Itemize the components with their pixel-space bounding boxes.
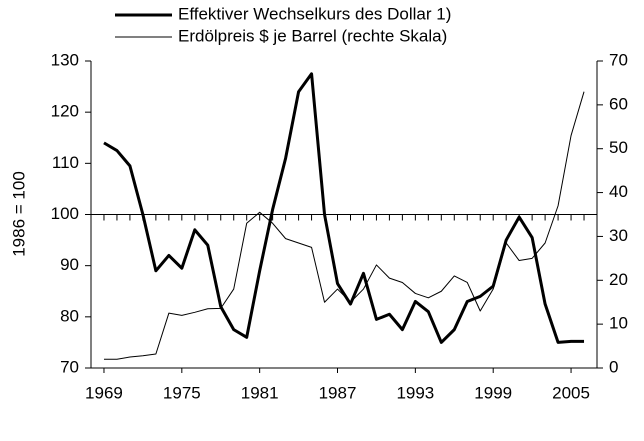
x-tick-label: 1993 [396, 383, 434, 402]
y2-tick-label: 30 [609, 226, 628, 245]
y2-tick-label: 60 [609, 94, 628, 113]
x-tick-label: 1981 [241, 383, 279, 402]
y-tick-label: 90 [60, 255, 79, 274]
y-tick-label: 130 [51, 50, 79, 69]
y-tick-label: 120 [51, 102, 79, 121]
series-line [103, 72, 585, 344]
y2-tick-label: 0 [609, 357, 618, 376]
x-tick-label: 1999 [474, 383, 512, 402]
y2-tick-label: 50 [609, 138, 628, 157]
y2-tick-label: 70 [609, 50, 628, 69]
x-tick-label: 1969 [85, 383, 123, 402]
y-tick-label: 80 [60, 306, 79, 325]
x-tick-label: 2005 [552, 383, 590, 402]
x-tick-label: 1975 [163, 383, 201, 402]
legend-label: Effektiver Wechselkurs des Dollar 1) [178, 4, 451, 23]
legend-label: Erdölpreis $ je Barrel (rechte Skala) [178, 26, 447, 45]
y-axis-label: 1986 = 100 [9, 171, 28, 257]
y2-tick-label: 20 [609, 270, 628, 289]
x-tick-label: 1987 [319, 383, 357, 402]
y-tick-label: 70 [60, 357, 79, 376]
series-line [103, 91, 585, 360]
y-tick-label: 100 [51, 204, 79, 223]
y-tick-label: 110 [52, 153, 79, 172]
y2-tick-label: 10 [609, 314, 628, 333]
y2-tick-label: 40 [609, 182, 628, 201]
